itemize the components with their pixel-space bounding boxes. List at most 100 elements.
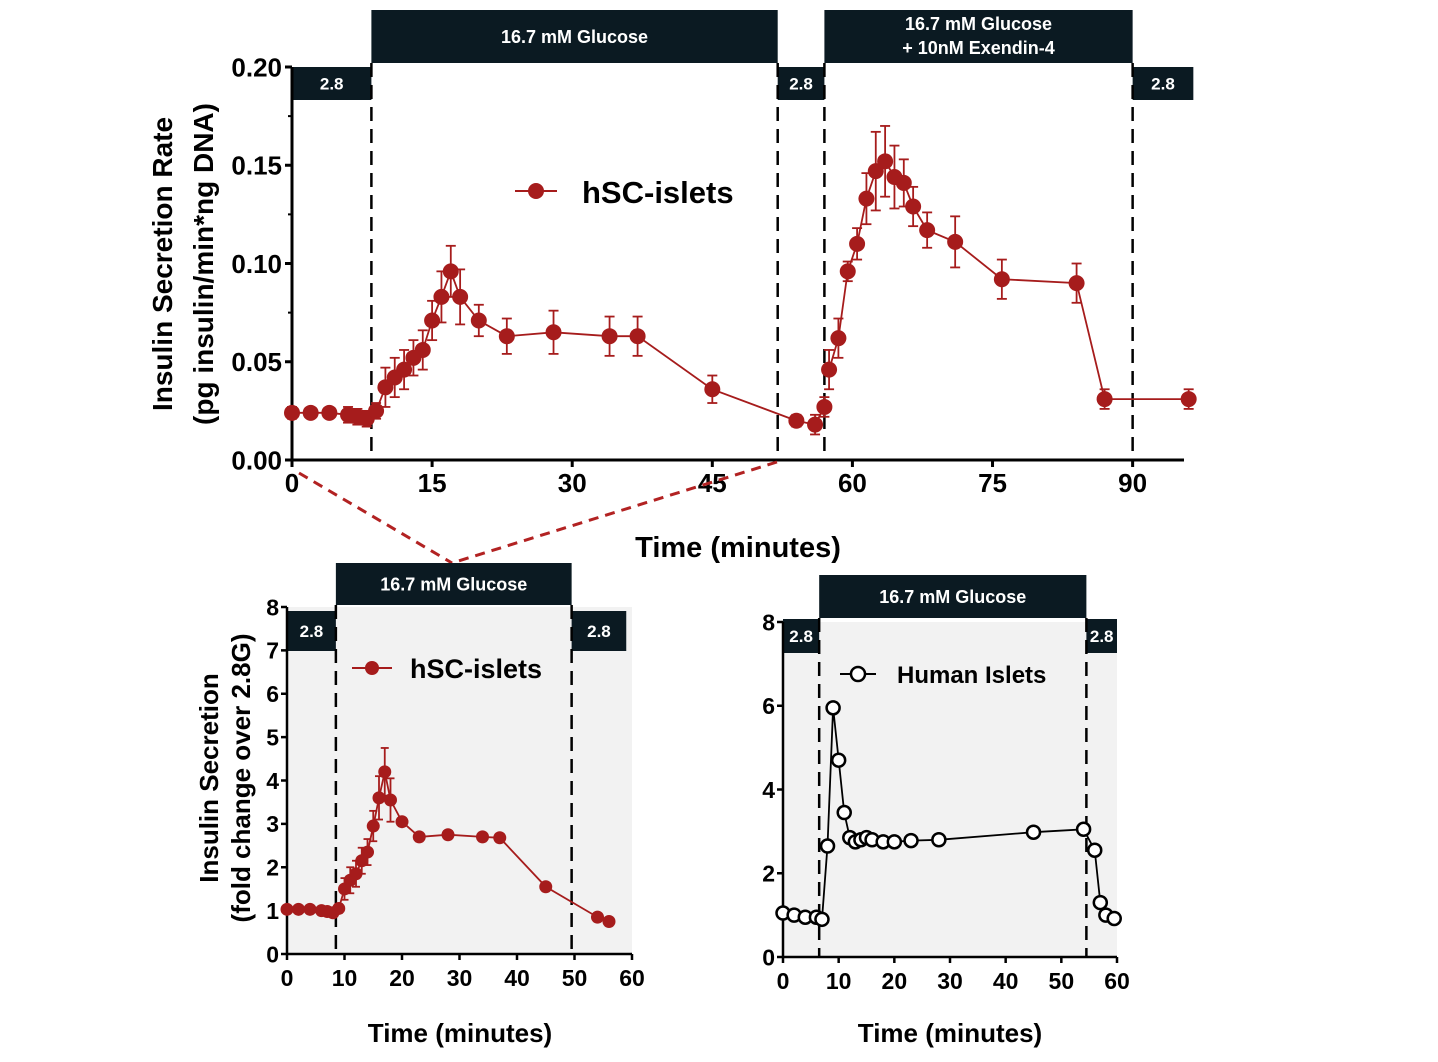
- data-point: [361, 845, 374, 859]
- data-point: [545, 324, 562, 341]
- data-point: [384, 793, 397, 807]
- legend-marker: [365, 661, 379, 675]
- x-tick-label: 0: [285, 468, 299, 498]
- data-point: [1180, 391, 1197, 408]
- panel-a-data: [284, 125, 1197, 436]
- x-tick-label: 60: [619, 965, 645, 991]
- data-point: [303, 902, 317, 916]
- data-point: [476, 830, 489, 844]
- data-point: [858, 190, 875, 207]
- x-tick-label: 10: [332, 965, 358, 991]
- panel-b-data: [280, 747, 616, 928]
- data-point: [849, 235, 866, 252]
- treatment-bar: [777, 67, 825, 100]
- panel-c-x-axis-title: Time (minutes): [858, 1018, 1042, 1048]
- x-tick-label: 0: [777, 968, 790, 994]
- data-point: [814, 911, 830, 928]
- data-point: [1075, 821, 1092, 838]
- data-point: [414, 341, 431, 358]
- panel-a-treatment-boundaries: [370, 63, 1134, 460]
- data-point: [1025, 824, 1042, 840]
- treatment-bar: [824, 10, 1133, 63]
- data-point: [395, 815, 409, 829]
- panel-b-legend: hSC-islets: [352, 654, 542, 684]
- data-point: [704, 381, 721, 398]
- treatment-bar: [783, 619, 820, 653]
- data-point: [947, 233, 964, 250]
- panel-c-legend: Human Islets: [840, 662, 1046, 689]
- x-tick-label: 20: [882, 968, 908, 994]
- treatment-bar: [287, 611, 336, 651]
- treatment-bar-label: 2.8: [789, 75, 813, 94]
- data-point: [1092, 894, 1109, 911]
- panel-c-axes: 0 2 4 6 8 0 10 20 30 40 50 60: [762, 609, 1130, 994]
- y-tick-label: 0.10: [231, 249, 282, 279]
- data-point: [349, 867, 363, 881]
- data-point: [302, 404, 319, 421]
- data-point: [424, 312, 441, 329]
- data-point: [442, 263, 459, 280]
- y-tick-label: 6: [266, 681, 279, 707]
- y-tick-label: 0: [266, 941, 279, 967]
- panel-b-y-axis-title-line1: Insulin Secretion: [194, 673, 224, 883]
- legend-label: Human Islets: [897, 662, 1046, 689]
- y-tick-label: 5: [266, 724, 279, 750]
- panel-a-treatment-bars: 2.8 16.7 mM Glucose 2.8 16.7 mM Glucose + 10…: [292, 10, 1194, 100]
- x-tick-label: 60: [1104, 968, 1130, 994]
- panel-c-treatment-boundaries: [817, 618, 1088, 957]
- x-tick-label: 90: [1118, 468, 1147, 498]
- legend-marker: [528, 183, 544, 199]
- data-point: [292, 902, 305, 916]
- treatment-bar-label: 2.8: [320, 75, 344, 94]
- data-point: [830, 752, 847, 768]
- data-point: [1096, 391, 1113, 408]
- data-point: [877, 153, 894, 170]
- data-point: [366, 819, 380, 833]
- data-point: [539, 880, 553, 894]
- data-point: [886, 834, 903, 850]
- panel-b-treatment-bars: 2.8 16.7 mM Glucose 2.8: [287, 563, 627, 651]
- data-point: [993, 271, 1010, 288]
- panel-a-legend: hSC-islets: [515, 175, 734, 210]
- x-tick-label: 10: [826, 968, 852, 994]
- data-point: [601, 328, 618, 345]
- x-tick-label: 15: [418, 468, 447, 498]
- y-tick-label: 0.00: [231, 445, 282, 475]
- y-tick-label: 2: [762, 861, 775, 887]
- treatment-bar-label: 2.8: [1151, 75, 1175, 94]
- y-tick-label: 1: [266, 898, 279, 924]
- x-tick-label: 50: [1049, 968, 1075, 994]
- panel-a-hsc-islets-secretion-rate: 2.8 16.7 mM Glucose 2.8 16.7 mM Glucose + 10…: [147, 10, 1197, 564]
- data-point: [819, 838, 836, 854]
- data-point: [629, 328, 646, 345]
- data-point: [807, 416, 824, 433]
- y-tick-label: 2: [266, 855, 279, 881]
- data-point: [368, 402, 385, 419]
- panel-c-data: [775, 700, 1122, 928]
- legend-marker: [849, 665, 867, 683]
- panel-c-human-islets-fold-change: 2.8 16.7 mM Glucose 2.8 0 2 4 6 8 0 10 20 30 40 50 60…: [762, 575, 1130, 1048]
- data-point: [931, 832, 947, 848]
- treatment-bar: [571, 611, 627, 651]
- data-point: [1086, 842, 1103, 858]
- data-point: [905, 198, 922, 215]
- data-point: [821, 361, 838, 378]
- data-point: [825, 700, 841, 716]
- x-tick-label: 30: [447, 965, 473, 991]
- x-tick-label: 75: [978, 468, 1007, 498]
- treatment-bar-label: 16.7 mM Glucose: [905, 14, 1052, 34]
- y-tick-label: 4: [266, 768, 279, 794]
- zoom-connector-left: [298, 471, 453, 565]
- data-point: [895, 174, 912, 191]
- panel-a-x-axis-title: Time (minutes): [635, 532, 841, 564]
- x-tick-label: 50: [562, 965, 588, 991]
- panel-b-hsc-islets-fold-change: 2.8 16.7 mM Glucose 2.8 0 1 2 3 4 5 6 7 8 0 10 20 30 40…: [194, 563, 645, 1048]
- treatment-bar-label: 2.8: [300, 622, 324, 641]
- panel-b-y-axis-title-line2: (fold change over 2.8G): [226, 634, 256, 923]
- legend-label: hSC-islets: [410, 654, 542, 684]
- shaded-plot-area: [783, 622, 1117, 957]
- data-point: [452, 288, 469, 305]
- data-point: [836, 804, 852, 821]
- x-tick-label: 30: [937, 968, 963, 994]
